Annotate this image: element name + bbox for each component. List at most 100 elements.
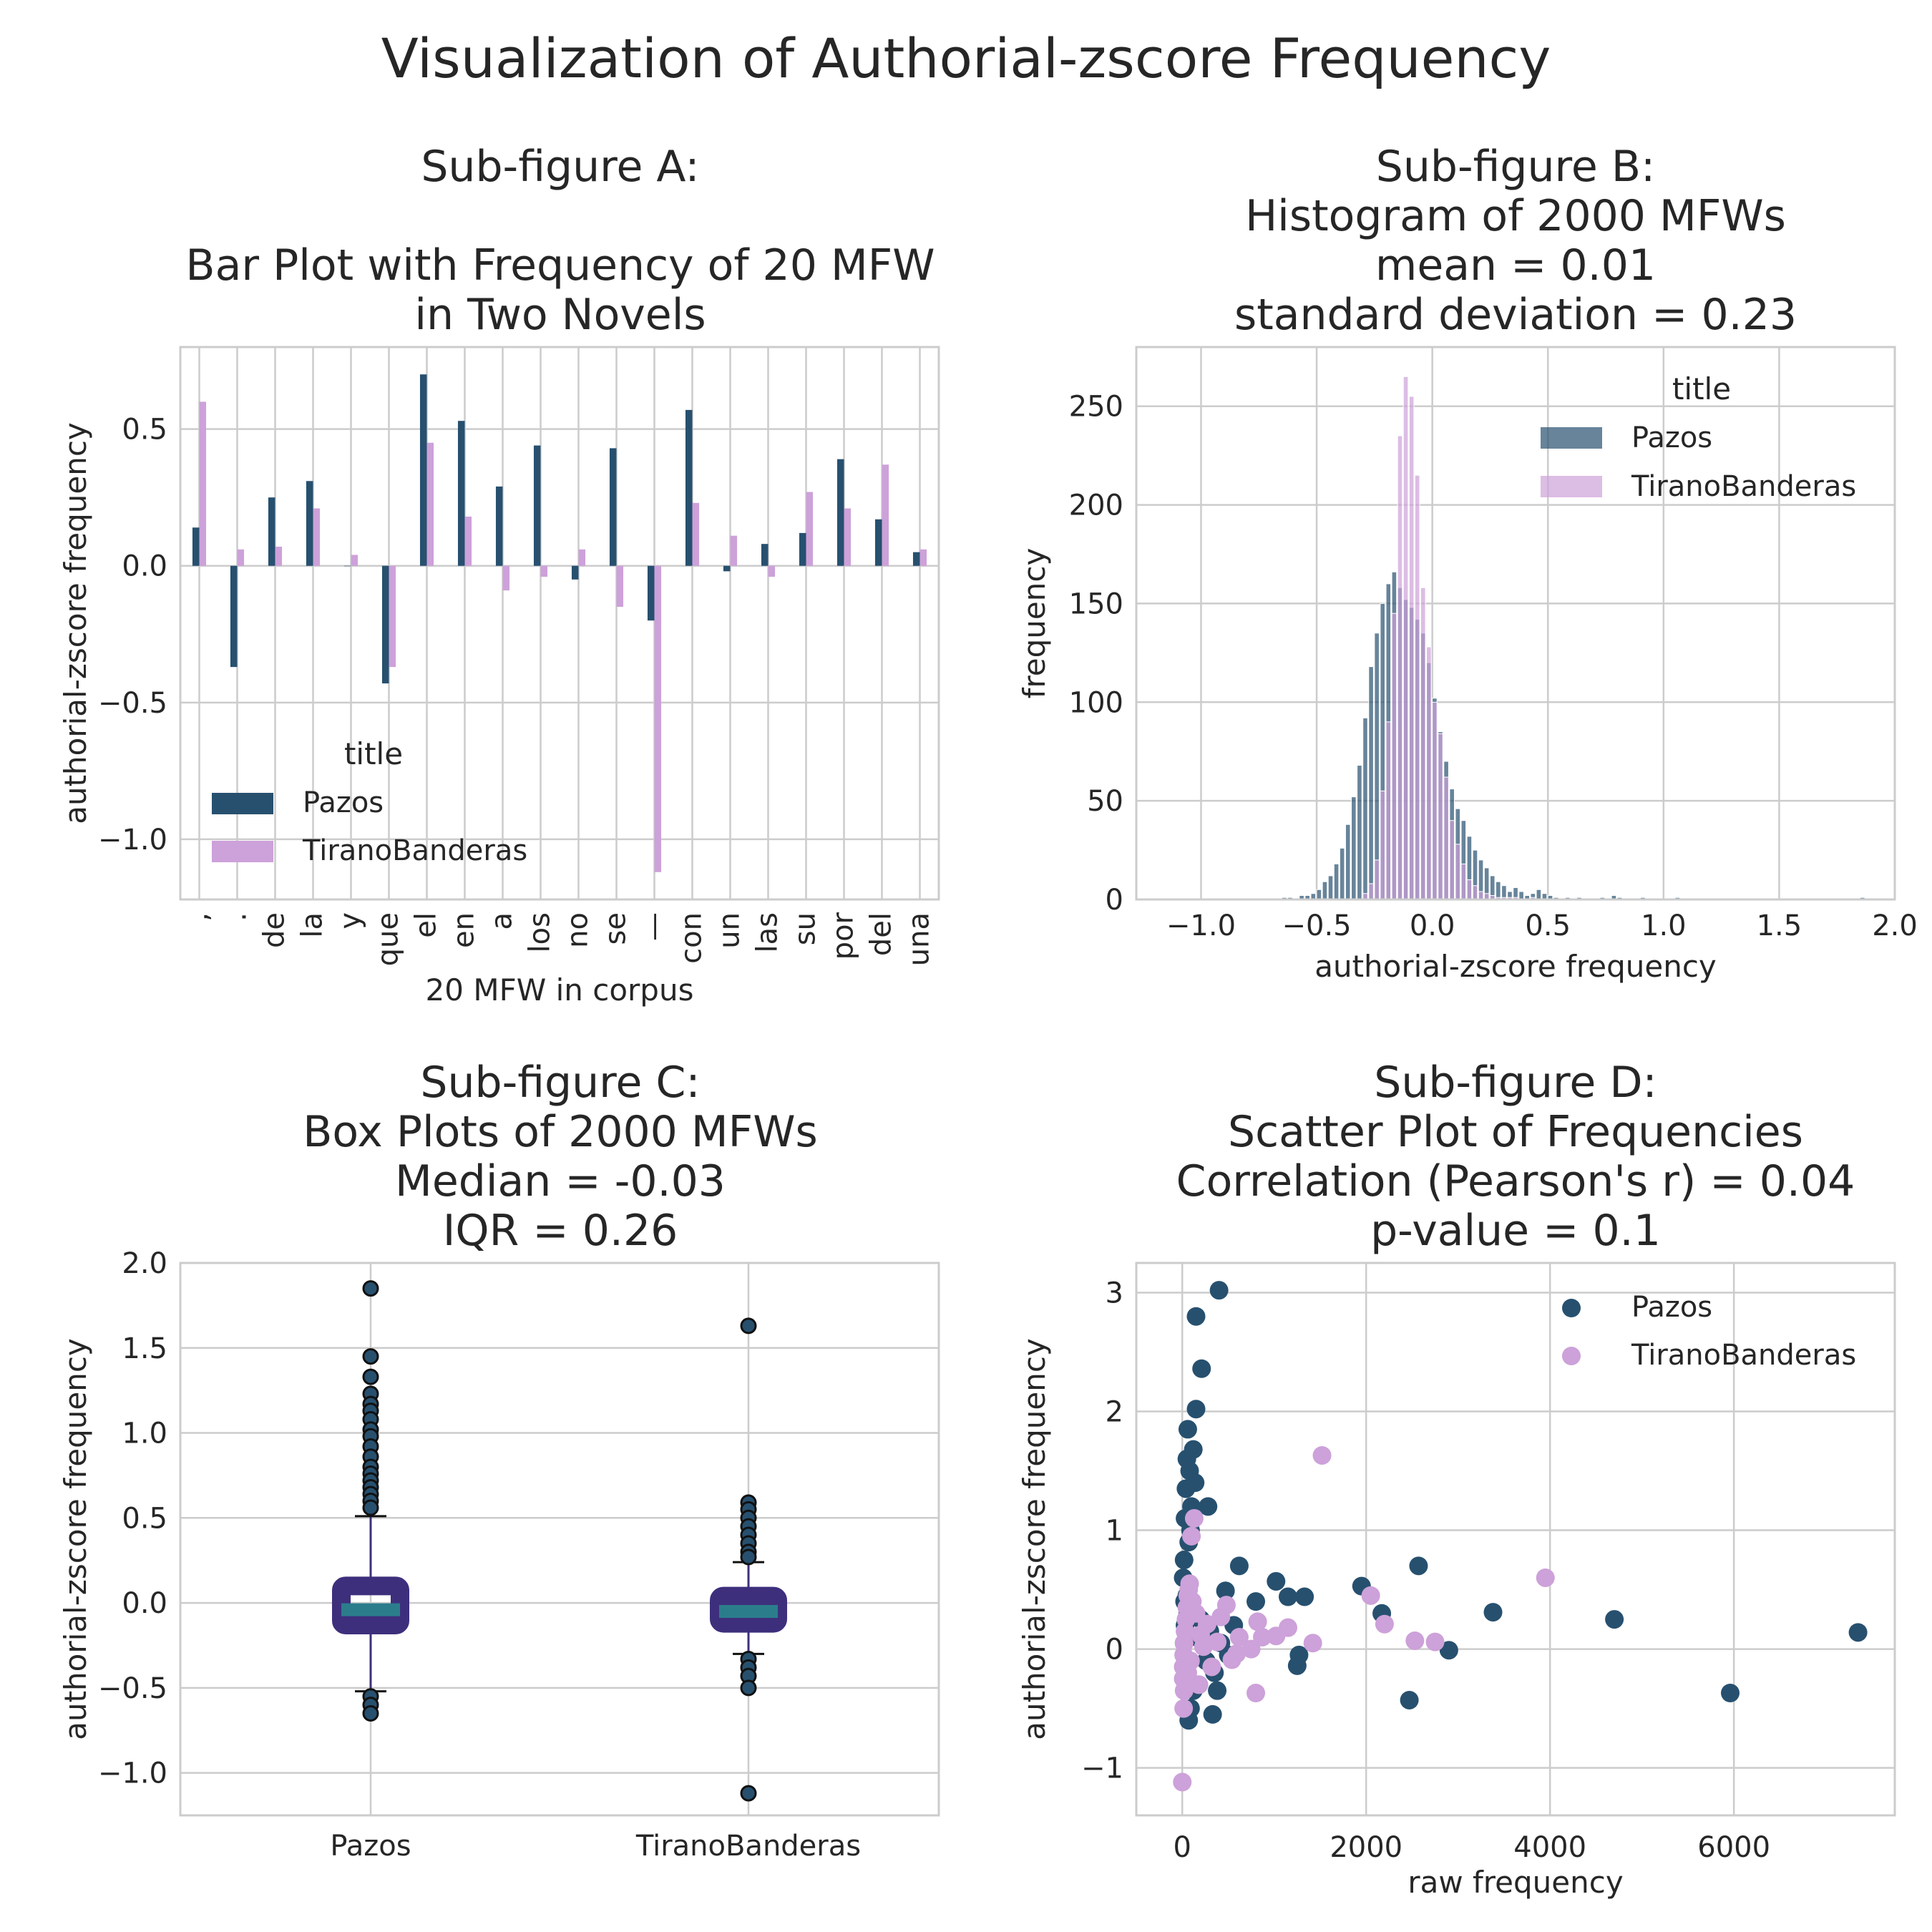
c-outlier-point: [362, 1499, 379, 1516]
d-point-pazos: [1177, 1449, 1196, 1468]
b-hist-bar-pazos: [1374, 633, 1380, 900]
d-point-pazos: [1287, 1656, 1307, 1675]
subfigure-d-scatter-plot: 3 2 1 0 −1 0 2000 4000 6000 raw frequency authoria…: [1017, 1058, 1896, 1900]
c-axes-frame: [179, 1262, 940, 1817]
d-point-pazos: [1409, 1556, 1428, 1576]
b-hist-bar-tirano: [1414, 474, 1420, 900]
d-point-pazos: [1848, 1623, 1868, 1642]
a-legend-title: title: [344, 736, 403, 771]
a-title-line: in Two Novels: [414, 290, 706, 340]
d-point-tirano: [1312, 1445, 1332, 1465]
a-bar-tirano: [540, 565, 548, 577]
b-ytick-label: 0: [1106, 884, 1123, 917]
b-title-line: Sub-figure B:: [1376, 142, 1655, 192]
c-ytick-label: −0.5: [98, 1672, 167, 1705]
a-xlabel: 20 MFW in corpus: [426, 972, 694, 1008]
d-point-pazos: [1174, 1551, 1194, 1570]
b-legend-swatch-tirano: [1541, 476, 1602, 497]
a-axes-frame: [179, 346, 940, 901]
b-hist-bar-pazos: [1496, 881, 1501, 900]
b-title-line: Histogram of 2000 MFWs: [1245, 191, 1786, 241]
d-point-tirano: [1425, 1632, 1445, 1652]
b-ytick-label: 50: [1087, 785, 1123, 818]
b-hist-bar-tirano: [1478, 891, 1484, 900]
b-hist-bar-tirano: [1438, 733, 1443, 900]
a-bar-tirano: [844, 508, 852, 566]
d-point-pazos: [1178, 1420, 1197, 1439]
b-hist-bar-pazos: [1357, 765, 1362, 900]
d-point-tirano: [1253, 1627, 1272, 1646]
b-hist-bar-tirano: [1374, 859, 1380, 900]
a-xtick-label: a: [486, 912, 519, 930]
b-hist-bar-tirano: [1472, 885, 1478, 900]
d-title-line: Sub-figure D:: [1374, 1058, 1657, 1108]
a-title-line: Bar Plot with Frequency of 20 MFW: [185, 240, 935, 291]
a-xtick-label: que: [372, 912, 405, 966]
a-xtick-label: los: [524, 912, 557, 952]
a-xtick-label: con: [675, 912, 708, 964]
b-hist-bar-pazos: [1327, 875, 1334, 900]
d-point-tirano: [1361, 1586, 1380, 1605]
c-title-line: Box Plots of 2000 MFWs: [303, 1107, 818, 1157]
d-point-tirano: [1173, 1772, 1192, 1792]
d-point-tirano: [1189, 1675, 1209, 1694]
c-outlier-point: [362, 1368, 379, 1385]
d-point-tirano: [1405, 1631, 1425, 1650]
d-point-tirano: [1174, 1681, 1194, 1700]
d-point-pazos: [1279, 1587, 1297, 1606]
b-hist-bar-tirano: [1368, 883, 1374, 900]
b-title: Sub-figure B: Histogram of 2000 MFWs mean …: [1234, 142, 1797, 340]
d-point-pazos: [1246, 1592, 1266, 1611]
b-ytick-label: 200: [1069, 489, 1123, 522]
c-xtick-label: Pazos: [330, 1830, 411, 1863]
a-xtick-label: de: [258, 912, 291, 948]
d-xtick-label: 6000: [1697, 1831, 1770, 1864]
d-point-pazos: [1192, 1359, 1211, 1378]
b-title-line: mean = 0.01: [1375, 240, 1656, 291]
a-bar-pazos: [343, 565, 351, 567]
b-ytick-label: 250: [1069, 391, 1123, 424]
a-bar-pazos: [799, 532, 806, 566]
c-ylabel: authorial-zscore frequency: [58, 1338, 93, 1740]
a-xtick-label: ,: [182, 912, 215, 922]
a-bar-pazos: [874, 519, 882, 566]
a-bar-pazos: [761, 544, 769, 566]
c-outlier-point: [740, 1317, 757, 1335]
a-legend-swatch-tirano: [212, 841, 273, 862]
a-bar-tirano: [578, 549, 586, 566]
b-xlabel: authorial-zscore frequency: [1314, 949, 1717, 984]
a-xtick-label: y: [334, 912, 367, 930]
a-bar-pazos: [647, 565, 655, 621]
a-xtick-label: una: [903, 912, 936, 966]
d-legend-label-tirano: TiranoBanderas: [1631, 1339, 1856, 1372]
a-bar-tirano: [768, 565, 776, 577]
c-outlier-point: [362, 1280, 379, 1297]
a-title-line: Sub-figure A:: [421, 142, 699, 192]
b-hist-bar-tirano: [1397, 435, 1403, 900]
d-point-pazos: [1208, 1681, 1227, 1700]
a-bar-tirano: [692, 502, 700, 566]
a-bar-pazos: [685, 409, 693, 566]
c-outlier-point: [362, 1348, 379, 1365]
a-bar-pazos: [381, 565, 389, 684]
a-xtick-label: en: [448, 912, 481, 948]
d-ytick-label: 2: [1106, 1396, 1123, 1429]
a-bar-tirano: [275, 546, 283, 566]
d-point-pazos: [1400, 1690, 1419, 1709]
a-bar-pazos: [495, 486, 503, 566]
d-ytick-label: 0: [1106, 1634, 1123, 1667]
b-hist-bar-pazos: [1536, 889, 1542, 900]
d-point-tirano: [1181, 1652, 1200, 1671]
a-xtick-label: .: [220, 912, 253, 922]
b-hist-bar-tirano: [1455, 844, 1461, 900]
b-xtick-label: 1.5: [1757, 909, 1802, 942]
d-point-tirano: [1267, 1626, 1286, 1646]
c-ytick-label: 0.5: [122, 1502, 167, 1535]
a-bar-tirano: [730, 535, 738, 566]
c-outlier-point: [740, 1548, 757, 1566]
a-bar-tirano: [882, 464, 889, 566]
d-legend-marker-pazos: [1562, 1299, 1581, 1317]
d-point-tirano: [1229, 1627, 1249, 1646]
c-ytick-label: 2.0: [122, 1247, 167, 1280]
